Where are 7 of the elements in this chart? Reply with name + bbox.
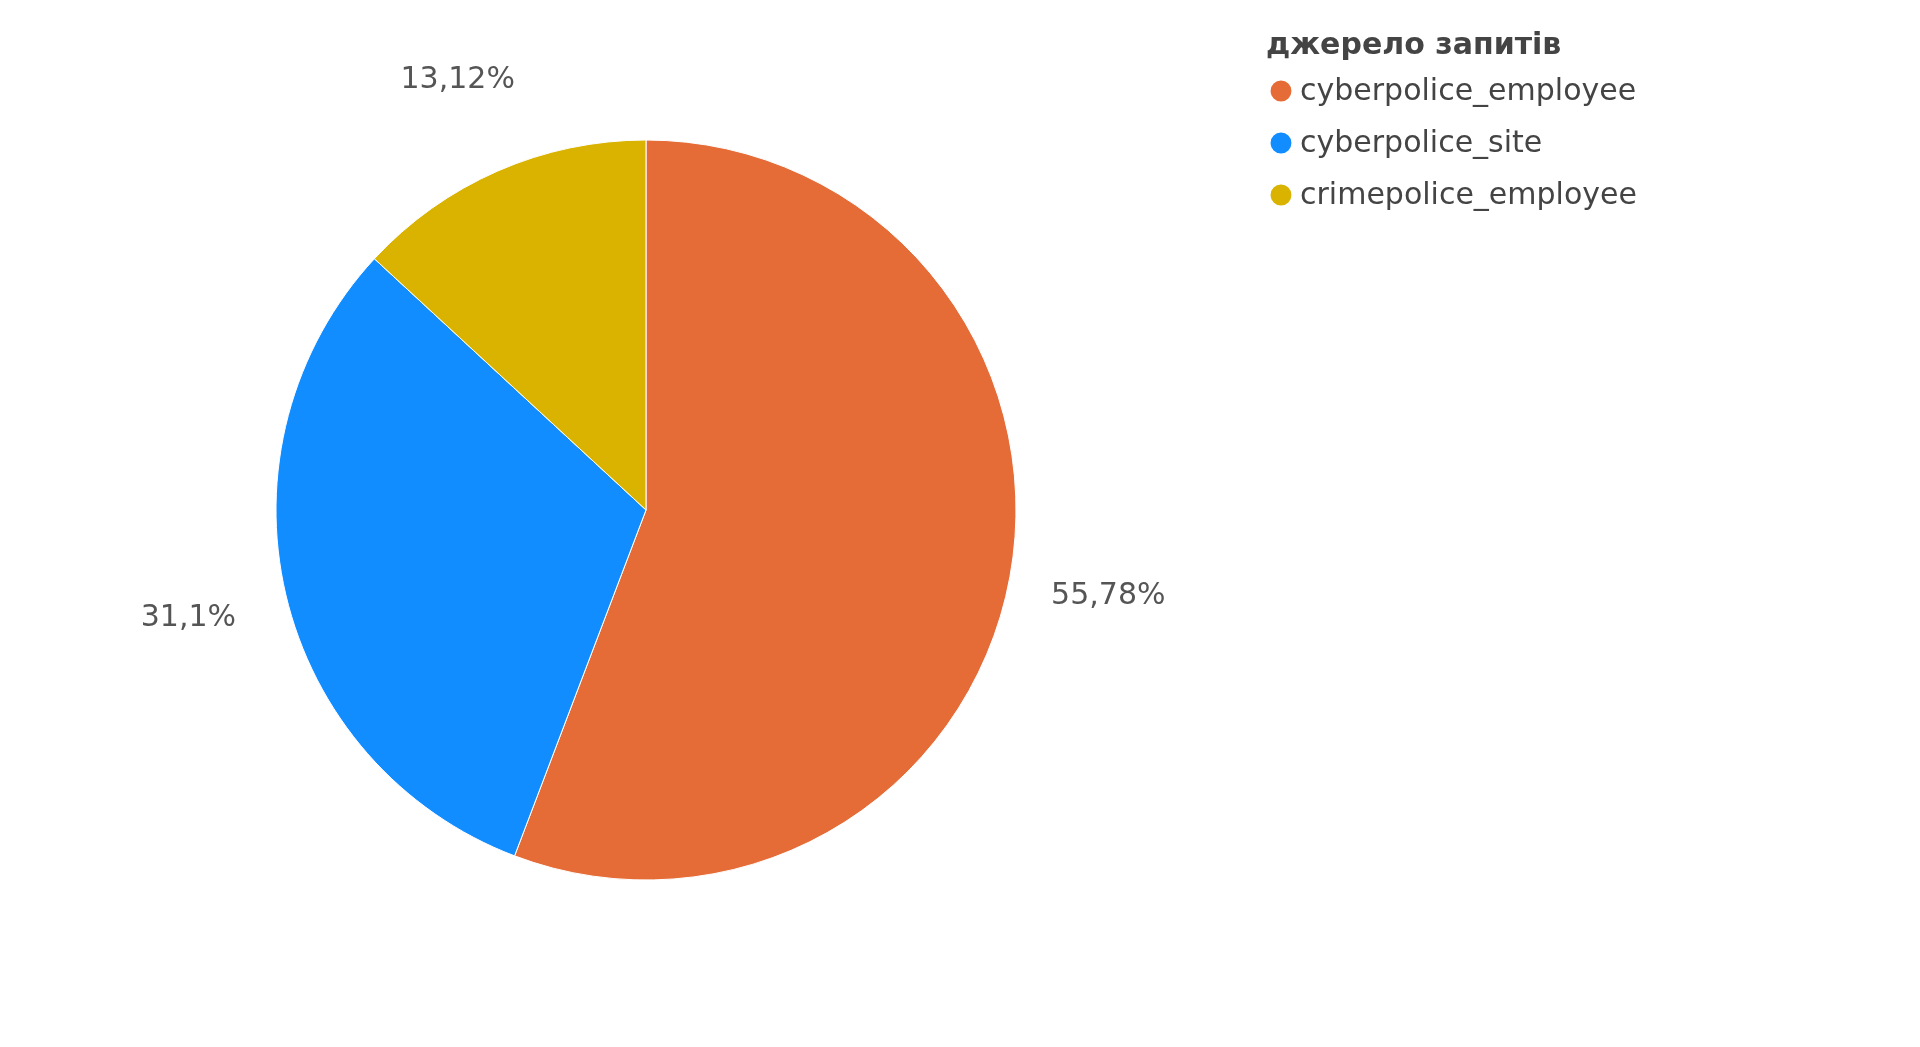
legend-title: джерело запитів <box>1266 26 1562 61</box>
legend-label: cyberpolice_employee <box>1300 72 1637 107</box>
legend-label: cyberpolice_site <box>1300 124 1543 159</box>
legend-label: crimepolice_employee <box>1300 176 1637 211</box>
data-label: 31,1% <box>140 598 237 634</box>
data-label: 55,78% <box>1051 575 1166 611</box>
data-label: 13,12% <box>400 60 515 96</box>
